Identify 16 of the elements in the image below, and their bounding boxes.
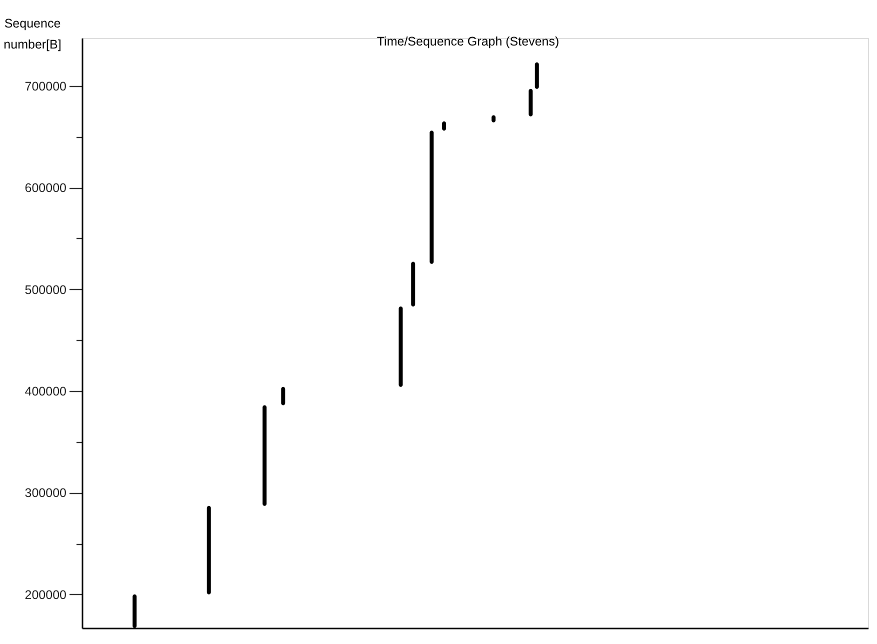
y-tick-label: 600000 [24, 181, 67, 196]
chart-title: Time/Sequence Graph (Stevens) [376, 34, 560, 48]
bar [262, 405, 267, 506]
bar [528, 88, 533, 116]
bar [281, 386, 286, 406]
y-tick-label: 300000 [24, 486, 67, 500]
bar [430, 130, 434, 264]
y-tick-label: 200000 [24, 588, 67, 602]
y-tick-label: 700000 [24, 79, 67, 94]
y-tick-label: 400000 [24, 384, 67, 398]
y-tick-label: 500000 [24, 282, 67, 297]
bar [534, 62, 539, 89]
bar [398, 306, 403, 387]
bar [206, 506, 211, 594]
bar [411, 262, 416, 307]
y-axis-title: Sequence number[B] [4, 16, 62, 52]
